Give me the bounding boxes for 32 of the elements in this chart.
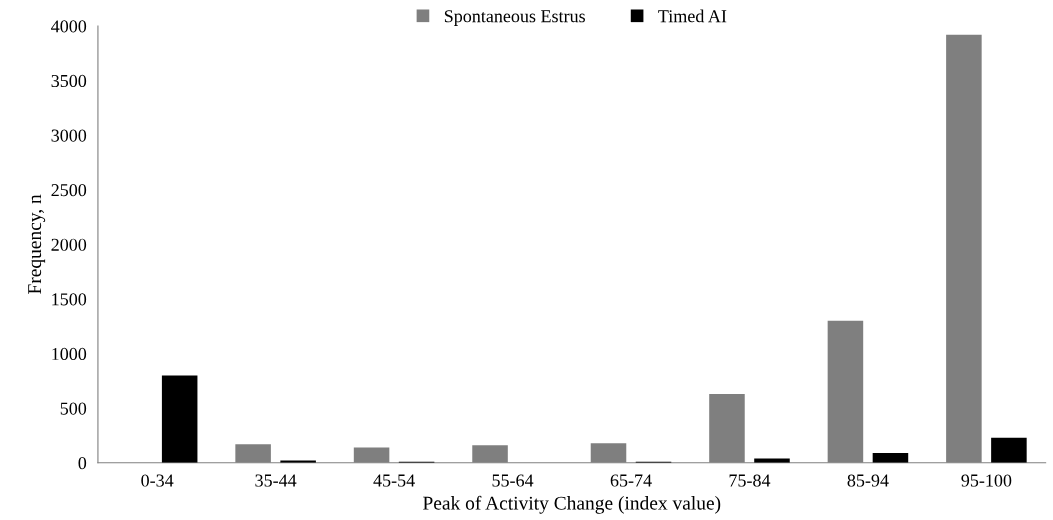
legend-label: Timed AI — [658, 9, 727, 23]
x-tick-label: 65-74 — [610, 474, 652, 487]
y-tick-label: 1500 — [52, 293, 87, 306]
x-tick-label: 95-100 — [961, 474, 1012, 487]
x-axis-title: Peak of Activity Change (index value) — [423, 495, 721, 514]
bar — [472, 445, 508, 463]
y-tick-label: 2500 — [51, 184, 87, 197]
y-tick-label: 2000 — [51, 238, 87, 251]
y-axis-title: Frequency, n — [28, 194, 46, 294]
bar — [161, 375, 198, 463]
y-tick-label: 3500 — [51, 74, 87, 88]
bar — [754, 458, 790, 463]
y-tick-label: 4000 — [51, 20, 87, 33]
x-tick-label: 75-84 — [729, 474, 771, 487]
x-tick-label: 45-54 — [373, 474, 415, 487]
y-tick-label: 3000 — [51, 129, 87, 142]
bar — [590, 443, 627, 463]
y-tick-label: 0 — [78, 457, 87, 470]
bar — [946, 34, 982, 463]
bar — [235, 444, 271, 463]
x-tick-label: 0-34 — [141, 474, 174, 487]
bar — [991, 437, 1027, 463]
y-tick-label: 1000 — [52, 347, 87, 361]
bar — [353, 447, 390, 463]
x-tick-label: 55-64 — [492, 474, 534, 487]
bar — [709, 394, 745, 463]
x-tick-label: 85-94 — [847, 474, 889, 487]
y-tick-label: 500 — [60, 402, 87, 415]
x-tick-label: 35-44 — [255, 474, 297, 487]
bar — [827, 320, 864, 463]
bar — [872, 452, 909, 463]
legend-label: Spontaneous Estrus — [444, 10, 585, 26]
